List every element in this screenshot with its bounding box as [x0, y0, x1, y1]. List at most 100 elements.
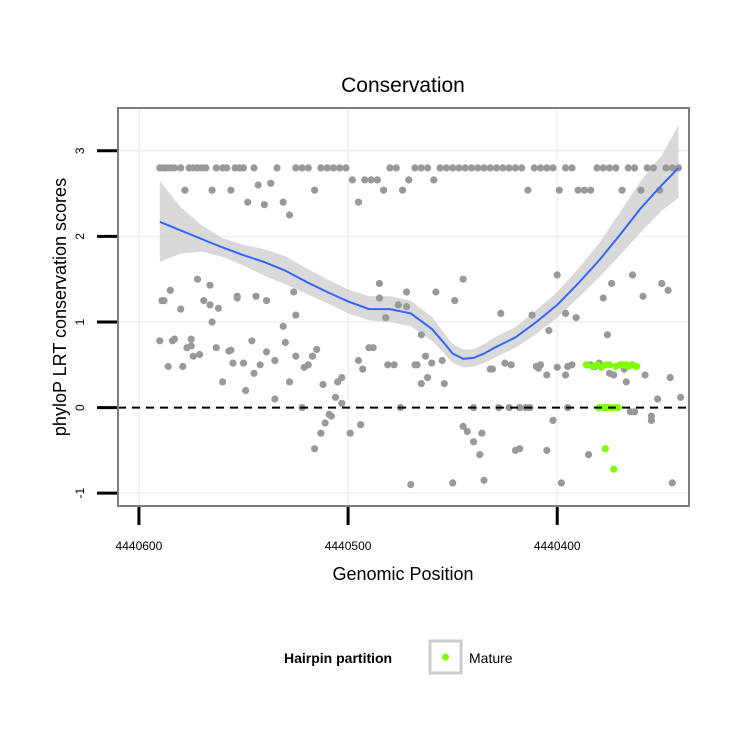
data-point	[281, 338, 289, 347]
data-point	[279, 198, 287, 206]
data-point	[417, 331, 425, 339]
data-point	[279, 322, 287, 330]
data-point	[311, 186, 319, 194]
data-point	[219, 378, 227, 386]
data-point	[338, 374, 346, 382]
data-point	[545, 326, 553, 335]
data-point	[233, 292, 241, 300]
data-point	[321, 419, 329, 427]
data-point	[179, 362, 187, 371]
data-point	[271, 395, 279, 403]
data-point	[497, 309, 505, 317]
data-point	[628, 271, 637, 279]
data-point	[298, 164, 306, 172]
legend-title: Hairpin partition	[284, 650, 392, 666]
y-tick-label-3: 2	[73, 233, 87, 240]
data-point	[311, 445, 319, 453]
data-point	[212, 164, 220, 172]
data-point	[170, 335, 179, 343]
data-point	[187, 335, 195, 343]
data-point	[357, 421, 365, 429]
data-point	[200, 297, 208, 305]
data-point	[342, 164, 350, 172]
data-point	[421, 352, 430, 360]
data-point	[239, 164, 248, 172]
data-point	[562, 164, 570, 172]
data-point	[375, 279, 383, 288]
data-point	[181, 186, 189, 194]
smooth-fit-line	[159, 167, 680, 360]
y-axis-label: phyloP LRT conservation scores	[50, 178, 70, 436]
data-point	[256, 361, 264, 369]
data-point	[214, 304, 222, 312]
data-point	[501, 359, 509, 367]
data-point	[511, 164, 519, 172]
data-point	[605, 164, 614, 172]
data-point	[177, 164, 185, 172]
data-point	[359, 365, 367, 373]
y-tick-label-0: -1	[73, 488, 87, 499]
data-point	[593, 164, 601, 172]
data-point	[599, 294, 607, 302]
data-point	[666, 374, 674, 382]
legend: Hairpin partition Mature	[284, 639, 513, 675]
data-point	[308, 352, 317, 360]
legend-key-mature-point	[442, 653, 449, 661]
data-point	[572, 314, 580, 322]
data-point	[417, 164, 425, 172]
data-point	[605, 369, 614, 377]
data-point	[553, 363, 561, 371]
data-point	[262, 348, 271, 356]
data-point	[373, 176, 381, 184]
data-point	[206, 281, 214, 289]
data-point	[493, 164, 501, 172]
data-point	[338, 399, 346, 407]
data-point	[329, 164, 337, 172]
data-point	[562, 371, 570, 379]
data-point	[239, 359, 248, 367]
data-point	[394, 301, 402, 309]
data-point	[668, 164, 676, 172]
data-point	[549, 164, 557, 172]
data-point	[637, 186, 645, 194]
data-point	[267, 179, 275, 187]
data-point	[664, 286, 672, 294]
data-point	[160, 297, 168, 305]
data-point	[170, 164, 179, 172]
data-point	[392, 164, 400, 172]
x-tick-label-0: 4440600	[116, 539, 163, 553]
data-point	[631, 408, 639, 416]
data-point	[499, 164, 507, 172]
data-point	[248, 337, 256, 345]
mature-point	[614, 404, 622, 412]
data-point	[505, 164, 513, 172]
data-point	[455, 164, 463, 172]
data-point	[459, 275, 467, 283]
data-point	[271, 356, 279, 365]
data-point	[208, 318, 216, 326]
data-point	[599, 164, 607, 172]
data-point	[250, 369, 258, 377]
data-point	[668, 479, 676, 487]
data-point	[463, 427, 471, 436]
data-point	[624, 164, 632, 172]
data-point	[528, 311, 536, 319]
data-point	[196, 350, 204, 359]
data-point	[557, 479, 566, 487]
data-point	[262, 297, 271, 305]
data-point	[480, 164, 488, 172]
legend-label-mature: Mature	[469, 650, 513, 666]
data-point	[618, 186, 626, 194]
y-axis: -1 0 1 2 3	[73, 147, 117, 499]
data-point	[436, 164, 444, 172]
data-point	[354, 198, 363, 206]
data-point	[325, 410, 333, 418]
chart-title: Conservation	[341, 74, 465, 97]
data-point	[536, 164, 545, 172]
data-point	[156, 337, 164, 345]
data-point	[428, 359, 436, 367]
data-point	[292, 311, 300, 319]
data-point	[486, 365, 494, 373]
plot-frame	[117, 107, 690, 507]
